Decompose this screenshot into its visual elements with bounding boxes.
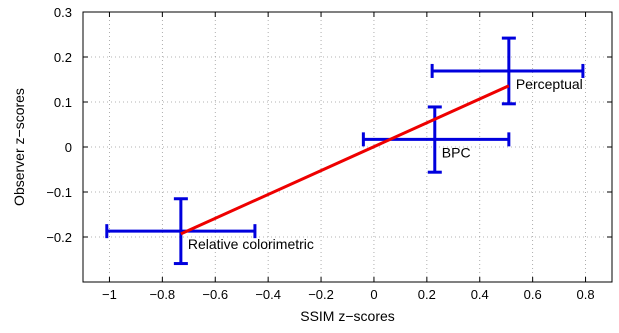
x-tick-label: −0.8: [150, 287, 176, 302]
data-point: [105, 197, 257, 266]
fit-line: [180, 84, 510, 236]
y-tick-label: −0.2: [46, 230, 72, 245]
x-tick-label: 0: [370, 287, 377, 302]
ticks: −1 −0.8 −0.6 −0.4 −0.2 0 0.2 0.4 0.6 0.8 −0.2 −0.1 0…: [46, 5, 612, 302]
point-label: Perceptual: [516, 76, 583, 92]
x-tick-label: 0.2: [418, 287, 436, 302]
plot-data: Relative colorimetric BPC Perceptual: [105, 36, 585, 266]
x-axis-label: SSIM z−scores: [300, 308, 395, 324]
y-tick-label: −0.1: [46, 185, 72, 200]
x-tick-label: −0.2: [308, 287, 334, 302]
y-tick-label: 0.3: [54, 5, 72, 20]
y-tick-label: 0: [65, 140, 72, 155]
data-point: [430, 36, 585, 106]
point-label: BPC: [442, 144, 471, 160]
point-label: Relative colorimetric: [188, 236, 314, 252]
x-tick-label: 0.8: [577, 287, 595, 302]
x-tick-label: −0.6: [202, 287, 228, 302]
x-tick-label: −0.4: [255, 287, 281, 302]
x-tick-label: 0.6: [524, 287, 542, 302]
y-tick-label: 0.2: [54, 50, 72, 65]
y-axis-label: Observer z−scores: [11, 88, 27, 206]
x-tick-label: 0.4: [471, 287, 489, 302]
y-tick-label: 0.1: [54, 95, 72, 110]
x-tick-label: −1: [102, 287, 117, 302]
